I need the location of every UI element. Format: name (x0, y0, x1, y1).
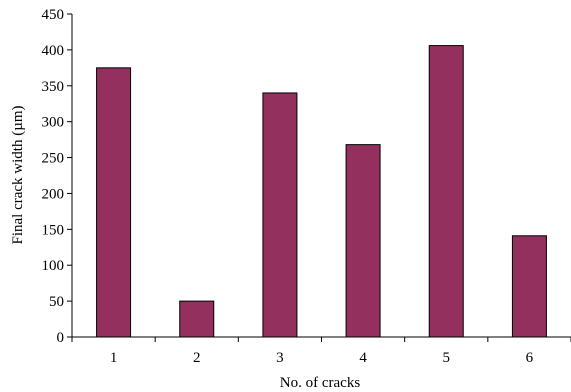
bar-4 (345, 144, 381, 338)
x-tick-label: 1 (110, 350, 118, 366)
y-tick-label: 150 (42, 222, 65, 238)
x-axis-title: No. of cracks (280, 375, 361, 391)
bar-2 (179, 300, 215, 338)
y-tick-label: 450 (42, 7, 65, 23)
x-tick-label: 2 (193, 350, 201, 366)
axes-group (71, 14, 571, 338)
bar-1 (96, 67, 132, 338)
bar-5 (428, 45, 464, 338)
y-tick-label: 350 (42, 79, 65, 95)
x-tick-label: 6 (526, 350, 534, 366)
y-tick-label: 300 (42, 115, 65, 131)
y-tick-label: 250 (42, 151, 65, 167)
y-axis-title: Final crack width (µm) (10, 105, 26, 244)
bars-group (96, 45, 547, 338)
y-tick-label: 200 (42, 186, 65, 202)
x-tick-label: 5 (443, 350, 451, 366)
y-tick-label: 0 (57, 330, 65, 346)
x-tick-label: 3 (276, 350, 284, 366)
x-tick-label: 4 (359, 350, 367, 366)
bar-6 (511, 235, 547, 338)
y-tick-label: 50 (49, 294, 64, 310)
y-ticks-group: 0 50 100 150 200 250 300 350 400 450 (42, 7, 72, 346)
y-tick-label: 400 (42, 43, 65, 59)
bar-3 (262, 92, 298, 338)
y-tick-label: 100 (42, 258, 65, 274)
x-ticks-group: 1 2 3 4 5 6 (71, 337, 571, 366)
